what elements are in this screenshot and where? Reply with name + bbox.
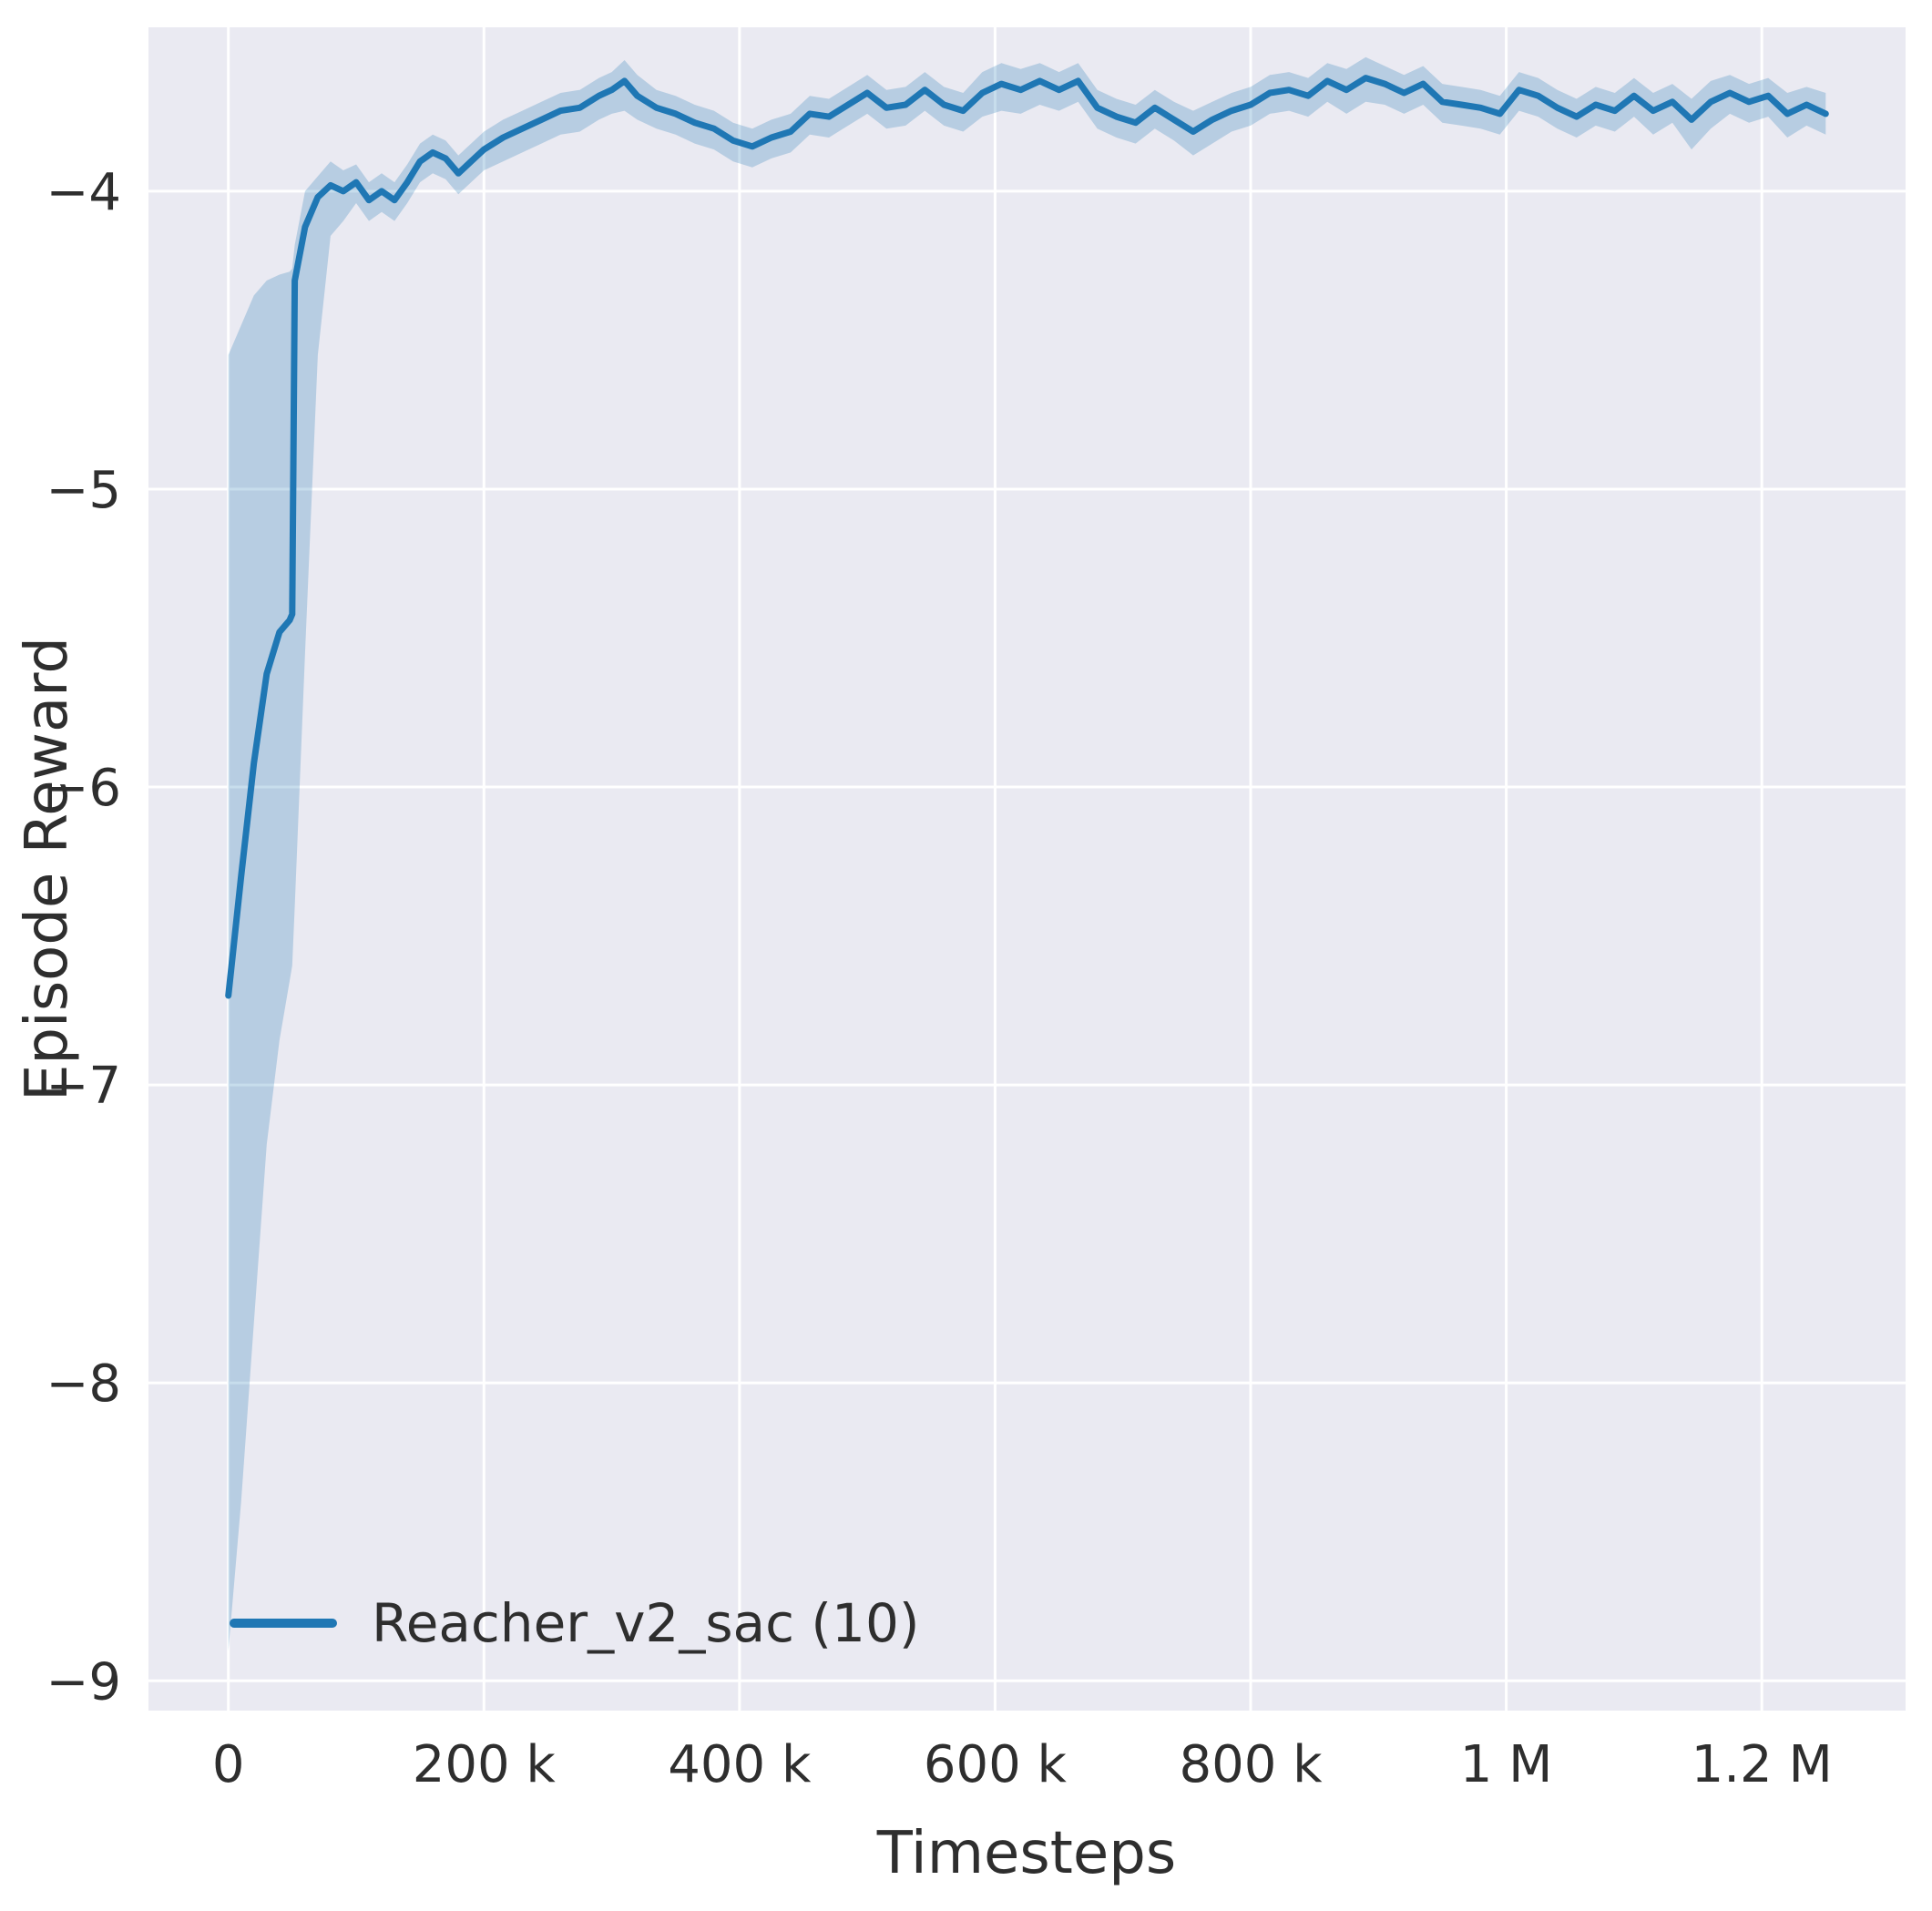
x-tick-label: 200 k (413, 1735, 557, 1794)
y-axis-label: Episode Reward (14, 636, 81, 1102)
x-tick-label: 0 (212, 1735, 245, 1794)
y-tick-label: −5 (46, 461, 121, 520)
y-tick-label: −8 (46, 1354, 121, 1414)
x-tick-label: 1 M (1460, 1735, 1553, 1794)
y-tick-label: −9 (46, 1652, 121, 1712)
legend-label: Reacher_v2_sac (10) (372, 1592, 920, 1654)
y-tick-label: −4 (46, 163, 121, 222)
x-axis-label: Timesteps (876, 1820, 1177, 1887)
legend: Reacher_v2_sac (10) (230, 1592, 919, 1654)
y-tick-label: −7 (46, 1057, 121, 1116)
legend-line-swatch (230, 1619, 337, 1628)
plot-area (148, 27, 1906, 1711)
y-tick-label: −6 (46, 759, 121, 818)
x-tick-label: 800 k (1179, 1735, 1323, 1794)
mean-line (225, 75, 1829, 999)
confidence-band (228, 56, 1826, 1651)
x-tick-label: 400 k (668, 1735, 812, 1794)
x-tick-label: 1.2 M (1692, 1735, 1833, 1794)
x-tick-label: 600 k (924, 1735, 1068, 1794)
